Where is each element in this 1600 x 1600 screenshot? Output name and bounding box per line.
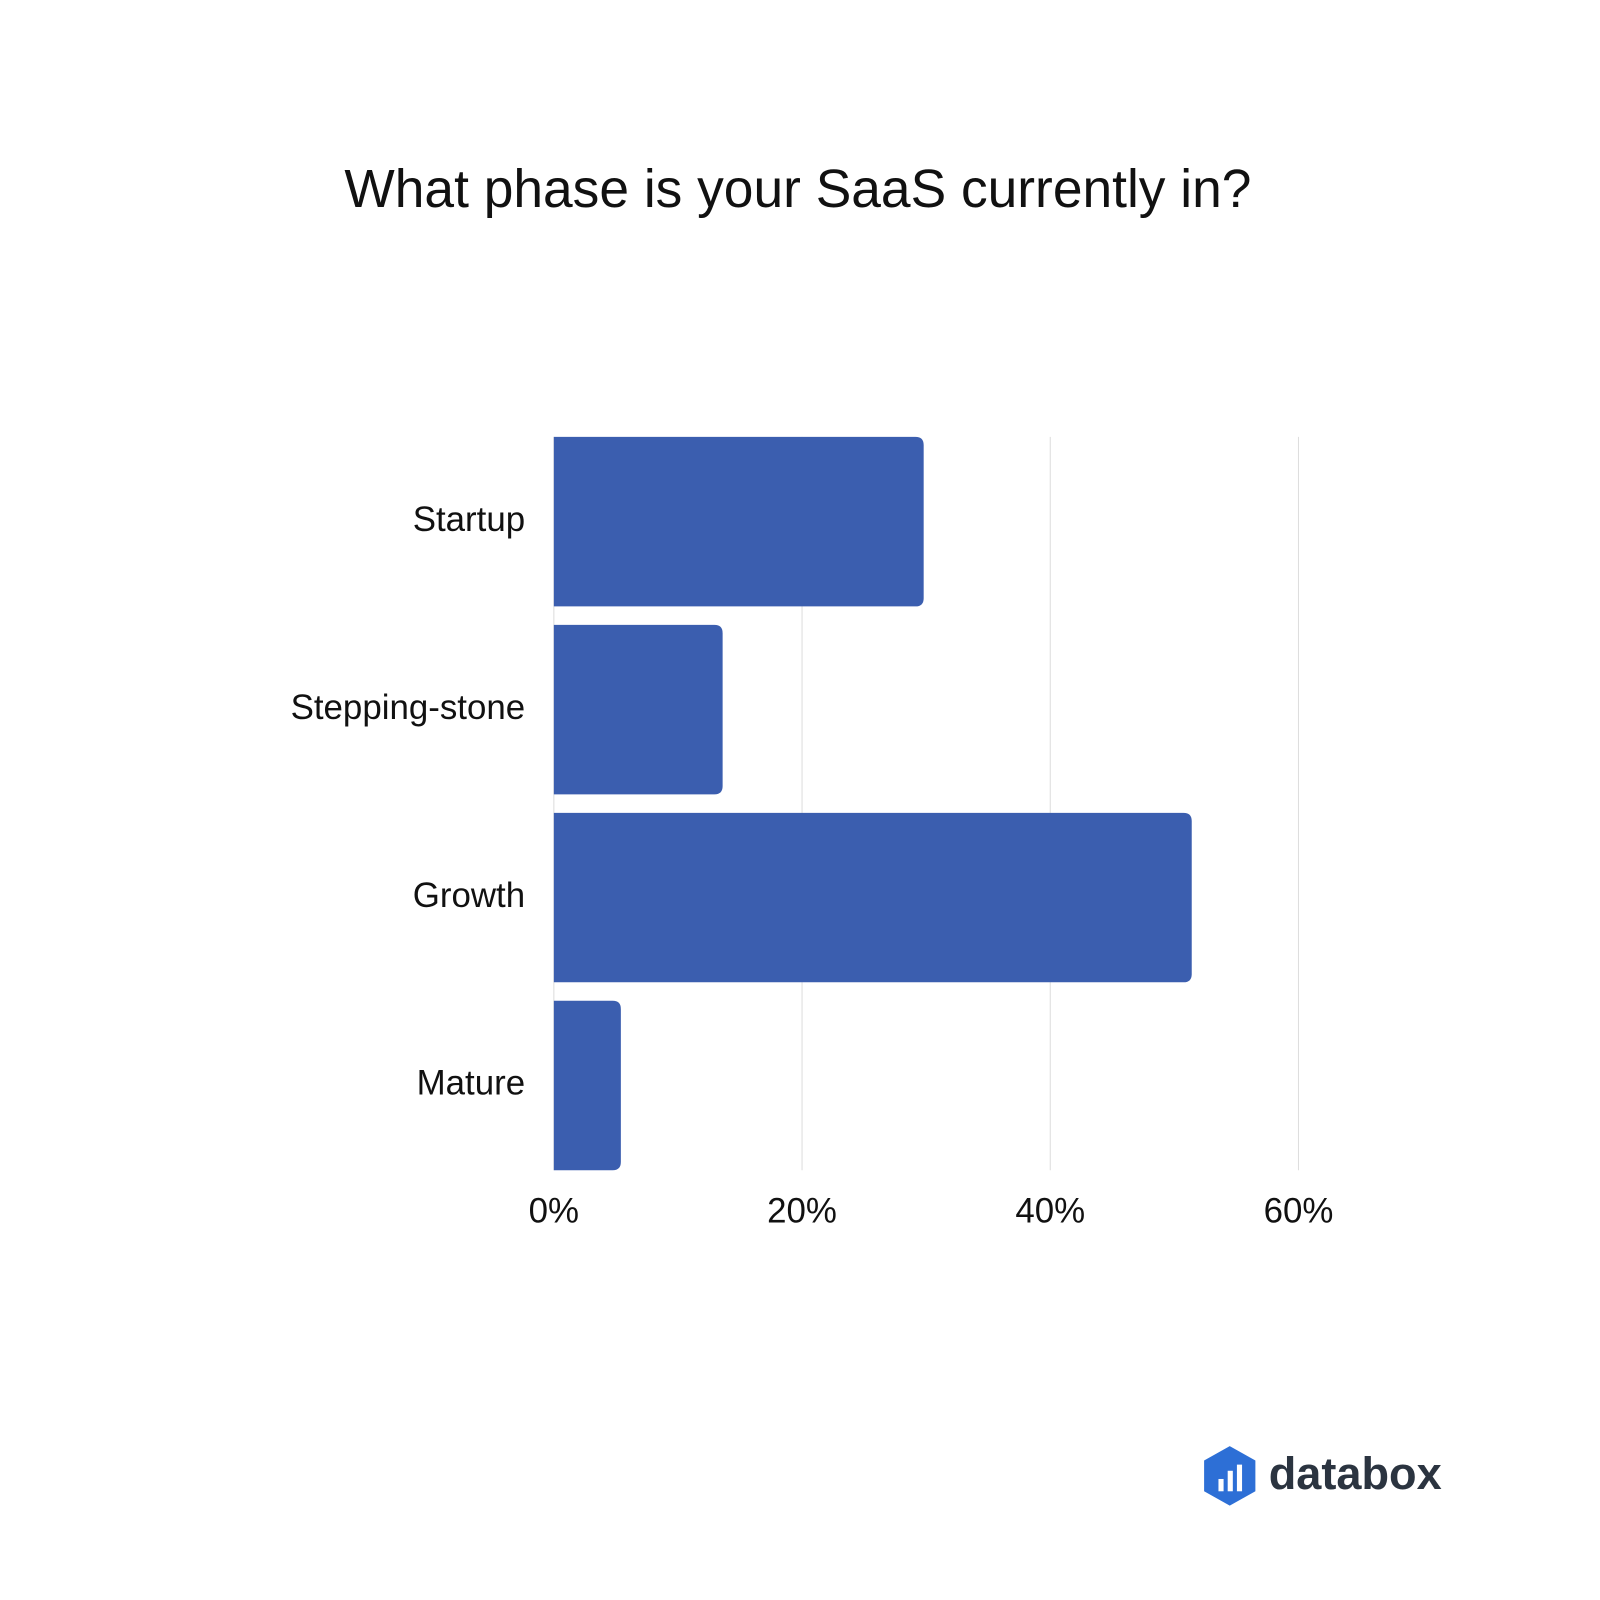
y-tick-label: Growth bbox=[413, 876, 525, 915]
y-tick-label: Startup bbox=[413, 500, 525, 539]
y-tick-label: Stepping-stone bbox=[291, 688, 526, 727]
bar bbox=[553, 1000, 621, 1171]
logo: databox bbox=[1204, 1446, 1442, 1506]
chart-title: What phase is your SaaS currently in? bbox=[344, 160, 1251, 219]
logo-icon-bar bbox=[1236, 1464, 1243, 1492]
logo-icon-bar bbox=[1218, 1478, 1224, 1492]
x-tick-label: 20% bbox=[767, 1192, 837, 1231]
bar bbox=[553, 624, 723, 795]
logo-icon-bar bbox=[1227, 1470, 1233, 1492]
logo-text: databox bbox=[1269, 1448, 1442, 1499]
x-tick-label: 40% bbox=[1015, 1192, 1085, 1231]
y-tick-label: Mature bbox=[417, 1064, 526, 1103]
x-tick-label: 60% bbox=[1264, 1192, 1334, 1231]
x-tick-label: 0% bbox=[529, 1192, 579, 1231]
bar bbox=[553, 436, 924, 607]
bar bbox=[553, 812, 1192, 983]
